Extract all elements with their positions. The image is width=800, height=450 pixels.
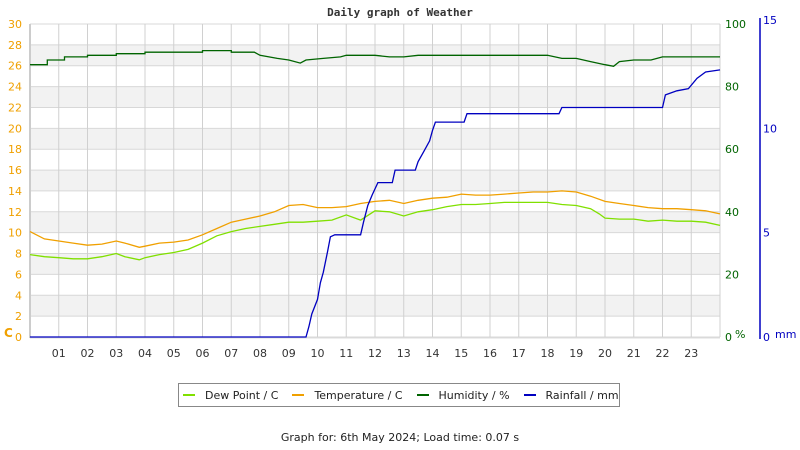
- svg-text:14: 14: [8, 185, 22, 198]
- svg-text:18: 18: [8, 143, 22, 156]
- svg-text:01: 01: [52, 347, 66, 360]
- legend-swatch: [416, 394, 429, 396]
- chart-title: Daily graph of Weather: [327, 6, 473, 19]
- svg-text:6: 6: [15, 268, 22, 281]
- svg-text:0: 0: [763, 331, 770, 344]
- svg-text:5: 5: [763, 227, 770, 240]
- svg-text:0: 0: [725, 331, 732, 344]
- humidity-axis-ticks: 0 20 40 60 80 100: [725, 18, 746, 344]
- svg-text:100: 100: [725, 18, 746, 31]
- temperature-axis-unit: C: [4, 326, 13, 340]
- legend-label: Humidity / %: [438, 388, 510, 402]
- svg-text:24: 24: [8, 81, 22, 94]
- svg-text:07: 07: [224, 347, 238, 360]
- svg-text:23: 23: [684, 347, 698, 360]
- svg-text:15: 15: [763, 14, 777, 27]
- chart-legend: Dew Point / C Temperature / C Humidity /…: [178, 383, 620, 407]
- svg-text:80: 80: [725, 81, 739, 94]
- svg-text:04: 04: [138, 347, 152, 360]
- svg-text:15: 15: [454, 347, 468, 360]
- svg-text:10: 10: [311, 347, 325, 360]
- hour-axis-ticks: 01 02 03 04 05 06 07 08 09 10 11 12 13 14 15 16 17 18 19 20…: [52, 347, 699, 360]
- svg-text:09: 09: [282, 347, 296, 360]
- graph-footer: Graph for: 6th May 2024; Load time: 0.07…: [280, 431, 520, 444]
- data-series: [29, 49, 721, 338]
- legend-label: Temperature / C: [314, 388, 403, 402]
- svg-text:30: 30: [8, 18, 22, 31]
- svg-text:18: 18: [541, 347, 555, 360]
- svg-text:60: 60: [725, 143, 739, 156]
- legend-swatch: [183, 394, 195, 396]
- svg-text:10: 10: [8, 227, 22, 240]
- legend-swatch: [292, 394, 305, 396]
- svg-text:05: 05: [167, 347, 181, 360]
- svg-text:26: 26: [8, 60, 22, 73]
- svg-text:06: 06: [196, 347, 210, 360]
- svg-text:21: 21: [627, 347, 641, 360]
- rainfall-axis-unit: mm: [775, 328, 796, 341]
- svg-text:16: 16: [483, 347, 497, 360]
- legend-item-rainfall: Rainfall / mm: [523, 388, 619, 402]
- svg-text:2: 2: [15, 310, 22, 323]
- legend-item-temperature: Temperature / C: [292, 388, 403, 402]
- svg-text:4: 4: [15, 289, 22, 302]
- svg-text:20: 20: [598, 347, 612, 360]
- svg-text:16: 16: [8, 164, 22, 177]
- legend-item-humidity: Humidity / %: [416, 388, 510, 402]
- legend-item-dew-point: Dew Point / C: [183, 389, 278, 402]
- humidity-axis-unit: %: [735, 328, 745, 341]
- svg-text:28: 28: [8, 39, 22, 52]
- svg-text:14: 14: [426, 347, 440, 360]
- svg-text:11: 11: [339, 347, 353, 360]
- svg-text:12: 12: [8, 206, 22, 219]
- legend-label: Dew Point / C: [205, 388, 279, 402]
- svg-text:20: 20: [8, 122, 22, 135]
- svg-text:8: 8: [15, 248, 22, 261]
- legend-swatch: [523, 394, 536, 396]
- svg-text:08: 08: [253, 347, 267, 360]
- svg-text:20: 20: [725, 268, 739, 281]
- svg-text:22: 22: [8, 101, 22, 114]
- svg-text:0: 0: [15, 331, 22, 344]
- svg-text:10: 10: [763, 122, 777, 135]
- svg-text:03: 03: [109, 347, 123, 360]
- svg-text:02: 02: [81, 347, 95, 360]
- svg-text:17: 17: [512, 347, 526, 360]
- svg-text:13: 13: [397, 347, 411, 360]
- svg-text:19: 19: [569, 347, 583, 360]
- legend-label: Rainfall / mm: [545, 388, 619, 402]
- svg-text:12: 12: [368, 347, 382, 360]
- svg-text:40: 40: [725, 206, 739, 219]
- rainfall-axis: 0 5 10 15: [759, 14, 777, 344]
- svg-text:22: 22: [656, 347, 670, 360]
